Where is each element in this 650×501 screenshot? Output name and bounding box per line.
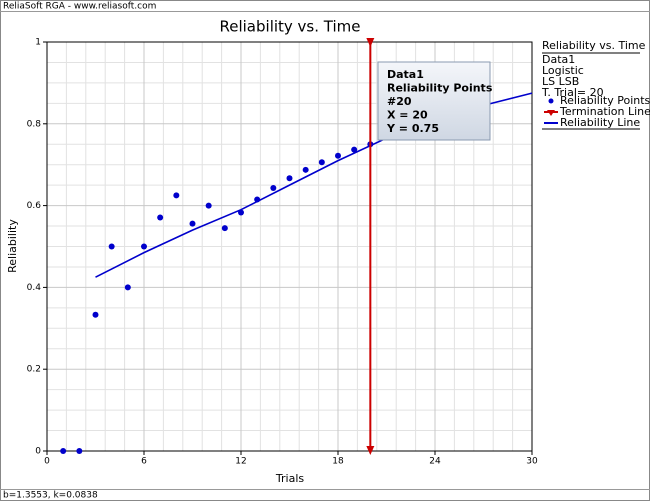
data-point — [124, 284, 131, 291]
x-tick-label: 18 — [332, 457, 344, 467]
tooltip-line: X = 20 — [387, 109, 428, 122]
x-tick-label: 24 — [429, 457, 441, 467]
x-tick-label: 0 — [44, 457, 50, 467]
termination-arrow — [366, 38, 375, 47]
x-axis-label: Trials — [275, 472, 304, 485]
legend-text: LS LSB — [542, 75, 579, 88]
legend-marker — [548, 98, 554, 104]
legend-marker — [547, 110, 555, 116]
data-point — [92, 311, 99, 318]
tooltip-line: Reliability Points — [387, 82, 493, 95]
data-point — [254, 196, 261, 203]
data-point — [157, 214, 164, 221]
tooltip-line: Y = 0.75 — [386, 122, 439, 135]
x-tick-label: 12 — [235, 457, 246, 467]
y-axis-label: Reliability — [6, 219, 19, 273]
x-tick-label: 30 — [526, 457, 538, 467]
data-point — [302, 166, 309, 173]
x-tick-label: 6 — [141, 457, 147, 467]
data-point — [189, 220, 196, 227]
data-point — [286, 175, 293, 182]
y-tick-label: 0.8 — [27, 119, 42, 129]
legend-text: Logistic — [542, 64, 584, 77]
data-point — [351, 146, 358, 153]
data-point — [205, 202, 212, 209]
chart-title: Reliability vs. Time — [220, 18, 361, 36]
data-point — [60, 448, 67, 454]
y-tick-label: 0.6 — [27, 201, 42, 211]
legend-text: T. Trial= 20 — [541, 86, 604, 99]
data-point — [318, 159, 325, 166]
tooltip-line: Data1 — [387, 68, 424, 81]
window-title: ReliaSoft RGA - www.reliasoft.com — [3, 2, 156, 12]
legend-label: Reliability Points — [560, 94, 650, 107]
data-point — [141, 243, 147, 250]
data-point — [335, 152, 341, 159]
data-point — [238, 209, 244, 216]
data-point — [221, 225, 228, 232]
tooltip-line: #20 — [387, 95, 412, 108]
legend-label: Reliability Line — [560, 116, 640, 129]
y-tick-label: 0 — [35, 447, 41, 457]
plot-border — [46, 41, 533, 452]
termination-arrow — [366, 446, 375, 455]
status-text: b=1.3553, k=0.0838 — [3, 491, 98, 501]
legend-title: Reliability vs. Time — [542, 39, 646, 52]
legend-text: Data1 — [542, 53, 575, 66]
data-point — [76, 448, 83, 454]
data-point — [173, 192, 180, 199]
tooltip-box — [377, 61, 491, 141]
data-point — [270, 185, 277, 192]
y-tick-label: 0.2 — [27, 365, 41, 375]
y-tick-label: 1 — [35, 38, 41, 48]
data-point — [108, 243, 115, 250]
legend-label: Termination Line — [559, 105, 650, 118]
y-tick-label: 0.4 — [27, 283, 42, 293]
